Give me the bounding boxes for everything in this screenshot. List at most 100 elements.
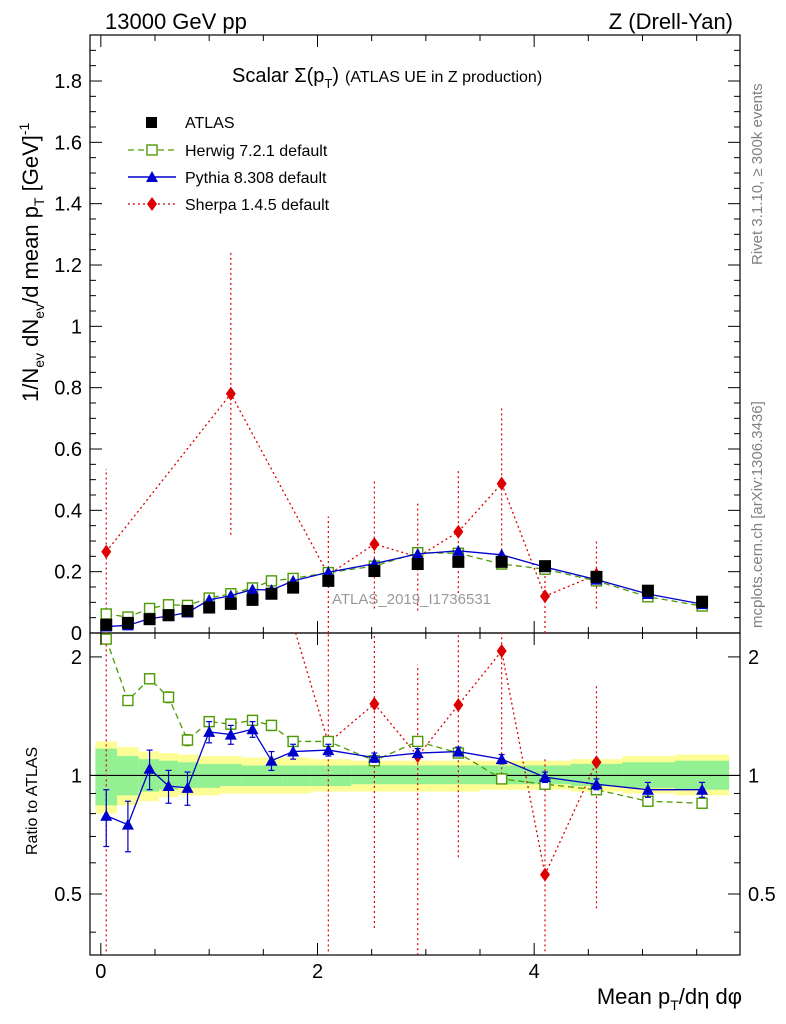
ratio-point-pythia <box>162 780 175 792</box>
ratio-series-pythia <box>100 721 709 853</box>
series-sherpa <box>101 252 602 633</box>
point-pythia <box>322 566 335 578</box>
series-atlas <box>100 555 709 631</box>
ratio-point-herwig <box>162 691 175 703</box>
point-atlas <box>411 558 424 570</box>
x-tick-label: 4 <box>529 961 540 983</box>
ratio-point-pythia <box>224 728 237 740</box>
point-atlas <box>590 570 603 583</box>
point-sherpa <box>453 524 464 539</box>
ratio-point-herwig <box>696 797 708 809</box>
point-atlas <box>322 574 335 587</box>
ratio-point-pythia <box>287 745 300 757</box>
ratio-point-pythia <box>203 725 216 737</box>
ratio-point-pythia <box>696 783 709 795</box>
ratio-point-herwig <box>495 773 508 785</box>
ratio-panel-frame <box>89 632 741 956</box>
ratio-point-pythia <box>322 744 335 756</box>
main-y-tick-label: 0.6 <box>54 439 82 461</box>
ratio-point-herwig <box>143 673 156 685</box>
x-tick-label: 2 <box>312 961 323 983</box>
ratio-y-tick-label-right: 0.5 <box>748 884 776 906</box>
ratio-point-herwig <box>100 633 112 645</box>
main-y-tick-label: 0 <box>71 623 82 645</box>
ratio-point-herwig <box>412 735 424 748</box>
point-atlas <box>181 604 194 617</box>
analysis-watermark: ATLAS_2019_I1736531 <box>332 591 491 608</box>
ratio-y-tick-label: 2 <box>71 647 82 669</box>
main-y-tick-label: 0.8 <box>54 378 82 400</box>
ratio-point-pythia <box>641 783 654 795</box>
point-atlas <box>452 555 465 568</box>
point-atlas <box>495 555 508 568</box>
point-sherpa <box>369 537 380 552</box>
ratio-point-pythia <box>590 778 603 790</box>
legend: ATLAS Herwig 7.2.1 default Pythia 8.308 … <box>128 115 330 214</box>
axis-ticks: 00.20.40.60.811.21.41.61.80 2 40.5 0.51 12 2 <box>54 35 776 983</box>
point-atlas <box>100 618 113 631</box>
point-atlas <box>539 560 551 573</box>
legend-label-sherpa: Sherpa 1.4.5 default <box>185 197 330 214</box>
ratio-line-sherpa <box>294 633 598 877</box>
ratio-point-pythia <box>452 745 465 757</box>
main-y-tick-label: 1.4 <box>54 194 82 216</box>
main-plot-area <box>100 252 709 633</box>
point-atlas <box>368 565 381 578</box>
y-axis-label-ratio: Ratio to ATLAS <box>24 747 41 855</box>
point-atlas <box>224 597 237 610</box>
ratio-point-pythia <box>100 809 113 821</box>
x-axis-label: Mean pT/dη dφ <box>597 984 742 1013</box>
legend-label-atlas: ATLAS <box>185 115 235 132</box>
ratio-point-pythia <box>143 762 156 774</box>
line-pythia <box>106 550 703 628</box>
main-y-tick-label: 0.2 <box>54 562 82 584</box>
ratio-y-tick-label-right: 2 <box>748 647 759 669</box>
main-y-tick-label: 1.8 <box>54 71 82 93</box>
main-y-tick-label: 1.6 <box>54 132 82 154</box>
ratio-point-sherpa <box>591 755 602 770</box>
ratio-point-pythia <box>539 771 551 783</box>
header-right: Z (Drell-Yan) <box>609 9 733 34</box>
ratio-y-tick-label: 1 <box>71 765 82 787</box>
point-atlas <box>121 616 134 629</box>
point-pythia <box>452 544 465 556</box>
legend-entry-pythia: Pythia 8.308 default <box>128 170 327 187</box>
point-atlas <box>203 601 216 614</box>
header-left: 13000 GeV pp <box>105 9 247 34</box>
ratio-point-pythia <box>265 754 278 766</box>
mcplots-label: mcplots.cern.ch [arXiv:1306.3436] <box>749 401 766 628</box>
point-atlas <box>162 609 175 622</box>
point-herwig <box>162 599 175 611</box>
ratio-point-sherpa <box>540 867 550 882</box>
ratio-point-herwig <box>122 694 134 707</box>
y-axis-label-main: 1/Nev dNev/d mean pT [GeV]-1 <box>16 122 47 402</box>
point-herwig <box>100 608 112 620</box>
band-inner-bin <box>95 748 118 806</box>
legend-entry-sherpa: Sherpa 1.4.5 default <box>128 197 330 214</box>
ratio-point-pythia <box>181 781 194 793</box>
x-tick-label: 0 <box>95 961 106 983</box>
point-atlas <box>143 613 156 626</box>
ratio-point-pythia <box>121 818 134 830</box>
ratio-y-tick-label-right: 1 <box>748 765 759 787</box>
main-y-tick-label: 1.2 <box>54 255 82 277</box>
legend-label-pythia: Pythia 8.308 default <box>185 170 327 187</box>
line-sherpa <box>105 392 597 598</box>
ratio-point-herwig <box>265 719 278 732</box>
ratio-point-pythia <box>411 747 424 759</box>
point-sherpa <box>540 589 550 604</box>
point-atlas <box>287 581 300 594</box>
ratio-point-sherpa <box>453 697 464 712</box>
uncertainty-bands <box>90 741 740 814</box>
ratio-point-herwig <box>181 734 194 746</box>
ratio-point-pythia <box>246 723 259 735</box>
ratio-plot-area <box>100 633 709 955</box>
point-pythia <box>246 583 259 595</box>
ratio-point-sherpa <box>496 644 507 659</box>
point-sherpa <box>225 386 236 401</box>
ratio-y-tick-label: 0.5 <box>54 884 82 906</box>
ratio-point-pythia <box>495 753 508 765</box>
point-pythia <box>224 589 237 601</box>
ratio-point-pythia <box>368 751 381 763</box>
